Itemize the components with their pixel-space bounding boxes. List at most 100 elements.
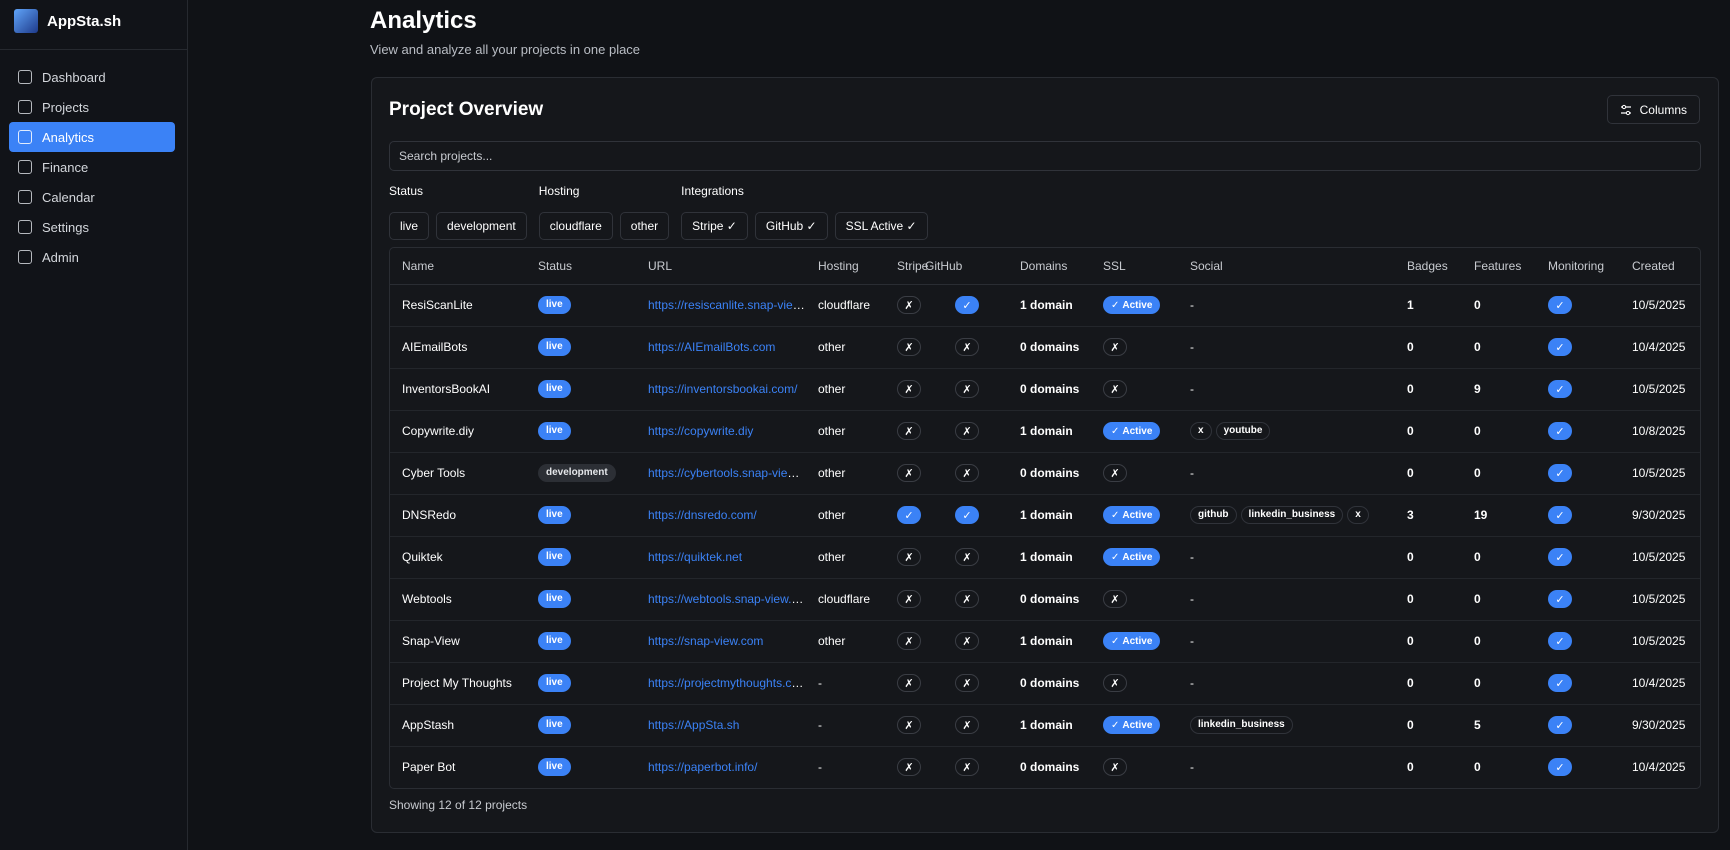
nav-label: Calendar (42, 189, 95, 205)
filter-label: Hosting (538, 184, 580, 198)
created: 10/8/2025 (1620, 410, 1700, 453)
hosting: - (818, 760, 822, 775)
search-placeholder: Search projects... (399, 149, 493, 163)
nav-item[interactable]: Analytics (9, 122, 175, 152)
social-cell: - (1178, 536, 1395, 579)
project-url[interactable]: https://webtools.snap-view.com (648, 592, 806, 606)
social-tag: linkedin_business (1190, 716, 1293, 734)
badges: 0 (1407, 760, 1414, 775)
cross-icon: ✗ (897, 590, 921, 608)
social-tag: x (1347, 506, 1369, 524)
status-badge: live (538, 338, 571, 356)
social-empty: - (1190, 592, 1194, 606)
table-row: Quiktek live https://quiktek.net other ✗ ✗ 1 d… (390, 536, 1700, 579)
column-header: SSL (1091, 248, 1178, 285)
filter-group: Hosting cloudflare other (538, 184, 670, 240)
status-badge: live (538, 716, 571, 734)
monitoring-cell: ✓ (1536, 704, 1620, 747)
features: 0 (1462, 452, 1536, 495)
created: 10/5/2025 (1620, 284, 1700, 327)
cross-icon: ✗ (955, 674, 979, 692)
table-row: ResiScanLite live https://resiscanlite.sna… (390, 284, 1700, 327)
nav-item[interactable]: Projects (9, 92, 175, 122)
search-input[interactable]: Search projects... (389, 141, 1701, 171)
project-name: Project My Thoughts (390, 662, 526, 705)
stripe-cell: ✗ (885, 284, 921, 327)
hosting: - (806, 704, 885, 747)
hosting: - (806, 662, 885, 705)
column-header: GitHub (913, 248, 1008, 285)
ssl-label: Active (1122, 425, 1153, 437)
nav-item[interactable]: Finance (9, 152, 175, 182)
project-url[interactable]: https://AppSta.sh (648, 718, 740, 732)
filter-chip[interactable]: other (619, 212, 670, 240)
monitoring-cell: ✓ (1536, 452, 1620, 495)
social-cell: linkedin_business (1178, 704, 1395, 747)
github-cell: ✗ (913, 704, 1008, 747)
ssl-check: ✓ (1111, 425, 1120, 437)
social-tag: youtube (1215, 422, 1271, 440)
nav-item[interactable]: Calendar (9, 182, 175, 212)
monitoring-cell: ✓ (1536, 410, 1620, 453)
project-url[interactable]: https://AIEmailBots.com (648, 340, 776, 354)
columns-button[interactable]: Columns (1606, 95, 1700, 124)
header-row: Name Status URL Hosting Stripe GitHub Domains S… (390, 248, 1700, 285)
nav-icon (18, 130, 32, 144)
social-tag: github (1190, 506, 1237, 524)
cross-icon: ✗ (955, 338, 979, 356)
created: 10/5/2025 (1620, 452, 1700, 495)
ssl-cell: ✓ Active (1091, 494, 1178, 537)
stripe-cell: ✗ (885, 326, 921, 369)
created: 10/4/2025 (1632, 760, 1686, 775)
card-title: Project Overview (389, 99, 544, 120)
social-empty: - (1190, 340, 1194, 354)
social-empty: - (1190, 382, 1194, 396)
project-url[interactable]: https://copywrite.diy (648, 424, 754, 438)
brand[interactable]: AppSta.sh (14, 8, 121, 34)
badges: 0 (1395, 620, 1462, 663)
filter-chip[interactable]: live (389, 212, 430, 240)
project-url[interactable]: https://inventorsbookai.com/ (648, 382, 798, 396)
project-url[interactable]: https://dnsredo.com/ (648, 508, 757, 522)
status-cell: live (526, 410, 636, 453)
stripe-cell: ✓ (885, 494, 921, 537)
nav-item[interactable]: Dashboard (9, 62, 175, 92)
table-row: AppStash live https://AppSta.sh - ✗ ✗ 1 domain… (390, 704, 1700, 747)
project-url[interactable]: https://paperbot.info/ (648, 760, 758, 775)
project-url[interactable]: https://cybertools.snap-view.com (648, 466, 806, 480)
domains: 0 domains (1008, 368, 1091, 411)
monitoring-cell: ✓ (1536, 536, 1620, 579)
social-cell: - (1178, 662, 1395, 705)
url-cell: https://projectmythoughts.com (636, 662, 806, 705)
stripe-cell: ✗ (885, 410, 921, 453)
filter-chip[interactable]: development (436, 212, 527, 240)
project-url[interactable]: https://quiktek.net (648, 550, 743, 564)
hosting: other (806, 452, 885, 495)
column-header: Social (1178, 248, 1395, 285)
ssl-check: ✓ (1111, 299, 1120, 311)
created: 10/5/2025 (1620, 578, 1700, 621)
project-url[interactable]: https://snap-view.com (648, 634, 764, 648)
cross-icon: ✗ (897, 422, 921, 440)
project-url[interactable]: https://resiscanlite.snap-view.com (648, 298, 806, 312)
column-header: Stripe (885, 248, 928, 285)
status-cell: live (526, 704, 636, 747)
ssl-check: ✓ (1111, 509, 1120, 521)
github-cell: ✗ (913, 578, 1008, 621)
project-url[interactable]: https://projectmythoughts.com (648, 676, 806, 690)
social-cell: - (1178, 746, 1395, 788)
url-cell: https://copywrite.diy (636, 410, 806, 453)
filter-chip[interactable]: GitHub ✓ (754, 212, 828, 240)
table-row: Snap-View live https://snap-view.com other ✗… (390, 620, 1700, 663)
filter-chip[interactable]: SSL Active ✓ (834, 212, 928, 240)
monitoring-cell: ✓ (1536, 746, 1620, 788)
nav-item[interactable]: Settings (9, 212, 175, 242)
nav-item[interactable]: Admin (9, 242, 175, 272)
filter-chip[interactable]: cloudflare (538, 212, 613, 240)
github-cell: ✗ (913, 410, 1008, 453)
project-name: Snap-View (390, 620, 526, 663)
filter-chip[interactable]: Stripe ✓ (681, 212, 748, 240)
url-cell: https://webtools.snap-view.com (636, 578, 806, 621)
domains: 0 domains (1008, 662, 1091, 705)
